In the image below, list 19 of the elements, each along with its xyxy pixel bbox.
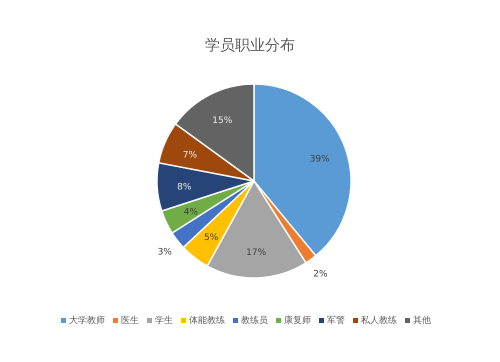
legend-label: 教练员	[241, 315, 268, 326]
legend-label: 军警	[327, 315, 345, 326]
data-label: 8%	[177, 182, 192, 192]
data-label: 2%	[313, 269, 328, 280]
legend-label: 医生	[121, 315, 139, 326]
legend-label: 体能教练	[189, 315, 225, 326]
legend-label: 大学教师	[69, 315, 105, 326]
data-label: 17%	[246, 248, 267, 258]
data-label: 39%	[310, 154, 330, 164]
data-label: 5%	[204, 233, 219, 244]
data-label: 4%	[184, 208, 198, 218]
legend-label: 学生	[155, 315, 173, 326]
chart-title: 学员职业分布	[205, 36, 295, 54]
legend-label: 私人教练	[361, 315, 397, 326]
data-label: 7%	[182, 150, 198, 160]
data-label: 15%	[212, 116, 233, 126]
legend-label: 其他	[413, 315, 431, 326]
data-label: 3%	[158, 247, 172, 258]
legend-label: 康复师	[284, 315, 311, 326]
